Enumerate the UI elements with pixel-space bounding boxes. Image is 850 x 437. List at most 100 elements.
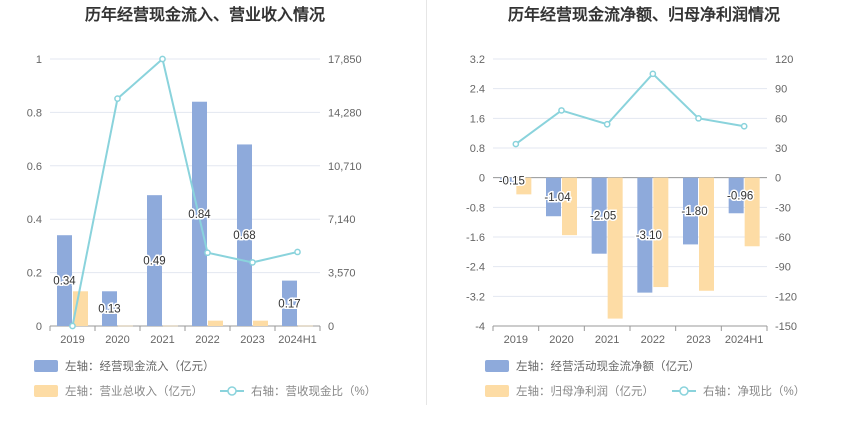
chart2-line-point (649, 70, 657, 78)
chart2-title: 历年经营现金流净额、归母净利润情况 (508, 5, 780, 24)
chart1-data-label: 0.13 (98, 304, 120, 316)
chart1-bar-primary (237, 144, 252, 326)
chart2-legend-swatch-primary (485, 360, 509, 372)
chart1-category-label: 2024H1 (278, 334, 317, 346)
chart1-right-tick-label: 14,280 (328, 107, 362, 119)
chart1-category-label: 2020 (105, 334, 129, 346)
chart1-category-label: 2019 (60, 334, 84, 346)
chart1-bar-secondary (118, 325, 133, 327)
chart1-legend-swatch-line-marker (227, 386, 237, 396)
chart2-right-tick-label: 60 (775, 113, 787, 125)
chart1-left-tick-label: 0 (36, 321, 42, 333)
chart2-legend-label-secondary: 左轴：归母净利润（亿元） (516, 384, 654, 398)
chart2-bar-secondary (562, 177, 577, 236)
chart2-line-series (515, 72, 745, 145)
chart1-legend-swatch-primary (34, 360, 58, 372)
chart2-left-tick-label: 0.8 (470, 143, 485, 155)
chart1-data-label: 0.68 (233, 230, 255, 242)
chart2-bar-secondary (516, 177, 532, 195)
chart1-data-label: 0.17 (278, 298, 300, 310)
chart2-bar-secondary (699, 177, 714, 291)
chart2-category-label: 2021 (595, 334, 619, 346)
chart1-right-tick-label: 10,710 (328, 161, 362, 173)
chart1-line-point (249, 259, 256, 266)
chart1-data-label: 0.49 (143, 256, 165, 268)
chart2-legend-swatch-line-marker (679, 386, 689, 396)
chart1-left-tick-label: 1 (36, 54, 42, 66)
chart2-left-tick-label: -2.4 (466, 262, 485, 274)
panel-divider (426, 0, 427, 405)
chart1-bar-primary (147, 195, 162, 326)
chart2-bar-primary (591, 177, 607, 254)
chart1-legend-label-primary: 左轴：经营现金流入（亿元） (65, 359, 215, 373)
chart2-left-tick-label: 0 (479, 173, 485, 185)
chart2-left-tick-label: 2.4 (470, 84, 485, 96)
chart1-bar-secondary (253, 320, 268, 326)
chart1-bar-secondary (163, 325, 178, 327)
chart2-left-tick-label: 3.2 (470, 54, 485, 66)
chart1-legend-label-line: 右轴：营收现金比（%） (251, 384, 376, 398)
chart1-left-tick-label: 0.4 (27, 214, 42, 226)
chart2-line-point (512, 140, 520, 148)
chart2-right-tick-label: 120 (775, 54, 793, 66)
chart2-legend-swatch-secondary (485, 385, 509, 397)
chart2-left-tick-label: -3.2 (466, 291, 485, 303)
chart1-line-point (69, 322, 76, 330)
chart2-right-tick-label: -150 (775, 321, 797, 333)
chart1-data-label: 0.34 (53, 276, 76, 288)
chart1-bar-primary (102, 291, 117, 326)
chart1-category-label: 2023 (240, 334, 264, 346)
chart2-data-label: -0.96 (727, 190, 753, 202)
chart2-left-tick-label: -4 (475, 321, 485, 333)
chart2-bar-primary (728, 177, 744, 214)
chart2-category-label: 2023 (686, 334, 710, 346)
chart1-legend-swatch-secondary (34, 385, 58, 397)
chart1-line-point (114, 95, 121, 102)
chart2-bar-primary (683, 177, 698, 245)
chart2-bar-secondary (744, 177, 760, 247)
chart2-right-tick-label: 90 (775, 84, 787, 96)
chart1-line-point (294, 248, 301, 256)
chart1-right-tick-label: 3,570 (328, 268, 356, 280)
chart2-data-label: -0.15 (499, 176, 525, 188)
chart2-left-tick-label: -1.6 (466, 232, 485, 244)
chart2-line-point (695, 114, 702, 122)
chart1-left-tick-label: 0.2 (27, 268, 42, 280)
chart1-legend-label-secondary: 左轴：营业总收入（亿元） (65, 384, 203, 398)
chart2-data-label: -1.04 (544, 192, 571, 204)
chart2-bar-secondary (653, 177, 669, 288)
chart2-category-label: 2019 (504, 334, 528, 346)
chart1-line-point (159, 55, 166, 63)
chart1-right-tick-label: 7,140 (328, 214, 356, 226)
chart2-category-label: 2020 (549, 334, 573, 346)
chart2-bar-primary (546, 177, 561, 217)
chart2-line-point (558, 107, 565, 114)
chart2-left-tick-label: 1.6 (470, 113, 485, 125)
chart1-category-label: 2021 (150, 334, 174, 346)
chart2-right-tick-label: -120 (775, 291, 797, 303)
chart1-line-point (204, 249, 211, 257)
chart1-line-series (71, 57, 298, 327)
chart1-bar-primary (282, 280, 297, 326)
chart2-right-tick-label: -90 (775, 262, 791, 274)
chart1-bar-secondary (298, 325, 313, 327)
chart2-data-label: -1.80 (681, 206, 707, 218)
chart1-bar-primary (57, 235, 72, 326)
chart1-data-label: 0.84 (188, 209, 211, 221)
chart1-left-tick-label: 0.8 (27, 107, 42, 119)
chart2-right-tick-label: 0 (775, 173, 781, 185)
chart2-line-point (740, 122, 748, 130)
chart1-bar-secondary (208, 320, 223, 326)
chart1-right-tick-label: 17,850 (328, 54, 362, 66)
chart2-bar-primary (500, 177, 516, 184)
chart2-category-label: 2024H1 (725, 334, 764, 346)
chart2-category-label: 2022 (641, 334, 665, 346)
chart1-left-tick-label: 0.6 (27, 161, 42, 173)
chart2-data-label: -2.05 (590, 211, 616, 223)
chart2-data-label: -3.10 (636, 230, 662, 242)
chart1-right-tick-label: 0 (328, 321, 334, 333)
chart2-right-tick-label: -30 (775, 202, 791, 214)
chart2-line-point (603, 120, 611, 128)
chart2-left-tick-label: -0.8 (466, 202, 485, 214)
